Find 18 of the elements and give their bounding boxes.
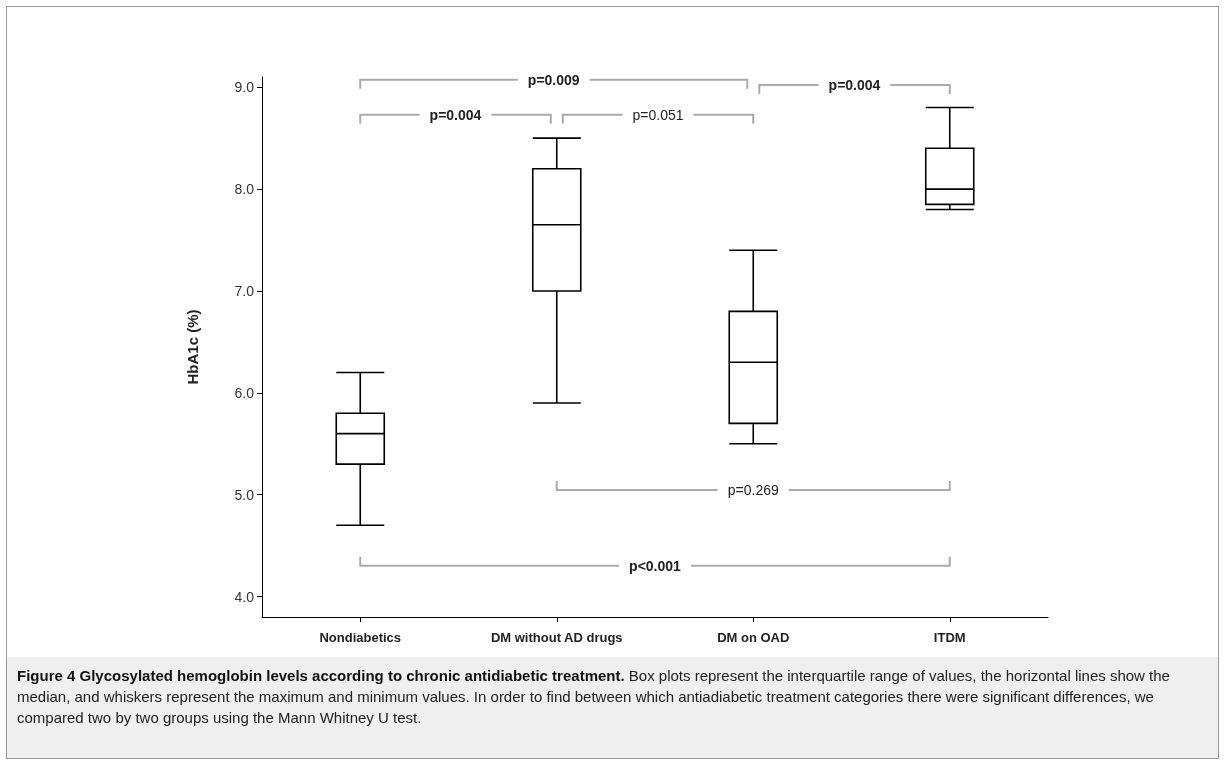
x-tick-label: ITDM xyxy=(933,630,966,645)
y-tick-label: 9.0 xyxy=(234,79,255,96)
annotation: p<0.001 xyxy=(629,557,682,574)
y-tick-label: 4.0 xyxy=(234,588,255,605)
x-tick-label: Nondiabetics xyxy=(319,630,402,645)
x-tick-label: DM without AD drugs xyxy=(490,630,623,645)
annotation: p=0.051 xyxy=(632,106,684,123)
x-tick-label: DM on OAD xyxy=(717,630,790,645)
y-tick-label: 6.0 xyxy=(234,384,255,401)
text: Figure 4 Glycosylated hemoglobin levels according to chronic antidiabetic treatment. xyxy=(17,667,625,684)
y-tick-label: 7.0 xyxy=(234,282,255,299)
y-axis-title: HbA1c (%) xyxy=(184,309,201,385)
annotation: p=0.009 xyxy=(527,71,580,88)
annotation: p=0.004 xyxy=(429,106,482,123)
y-tick-label: 8.0 xyxy=(234,181,255,198)
annotation: p=0.004 xyxy=(828,77,881,94)
y-tick-label: 5.0 xyxy=(234,486,255,503)
annotation: p=0.269 xyxy=(727,482,779,499)
